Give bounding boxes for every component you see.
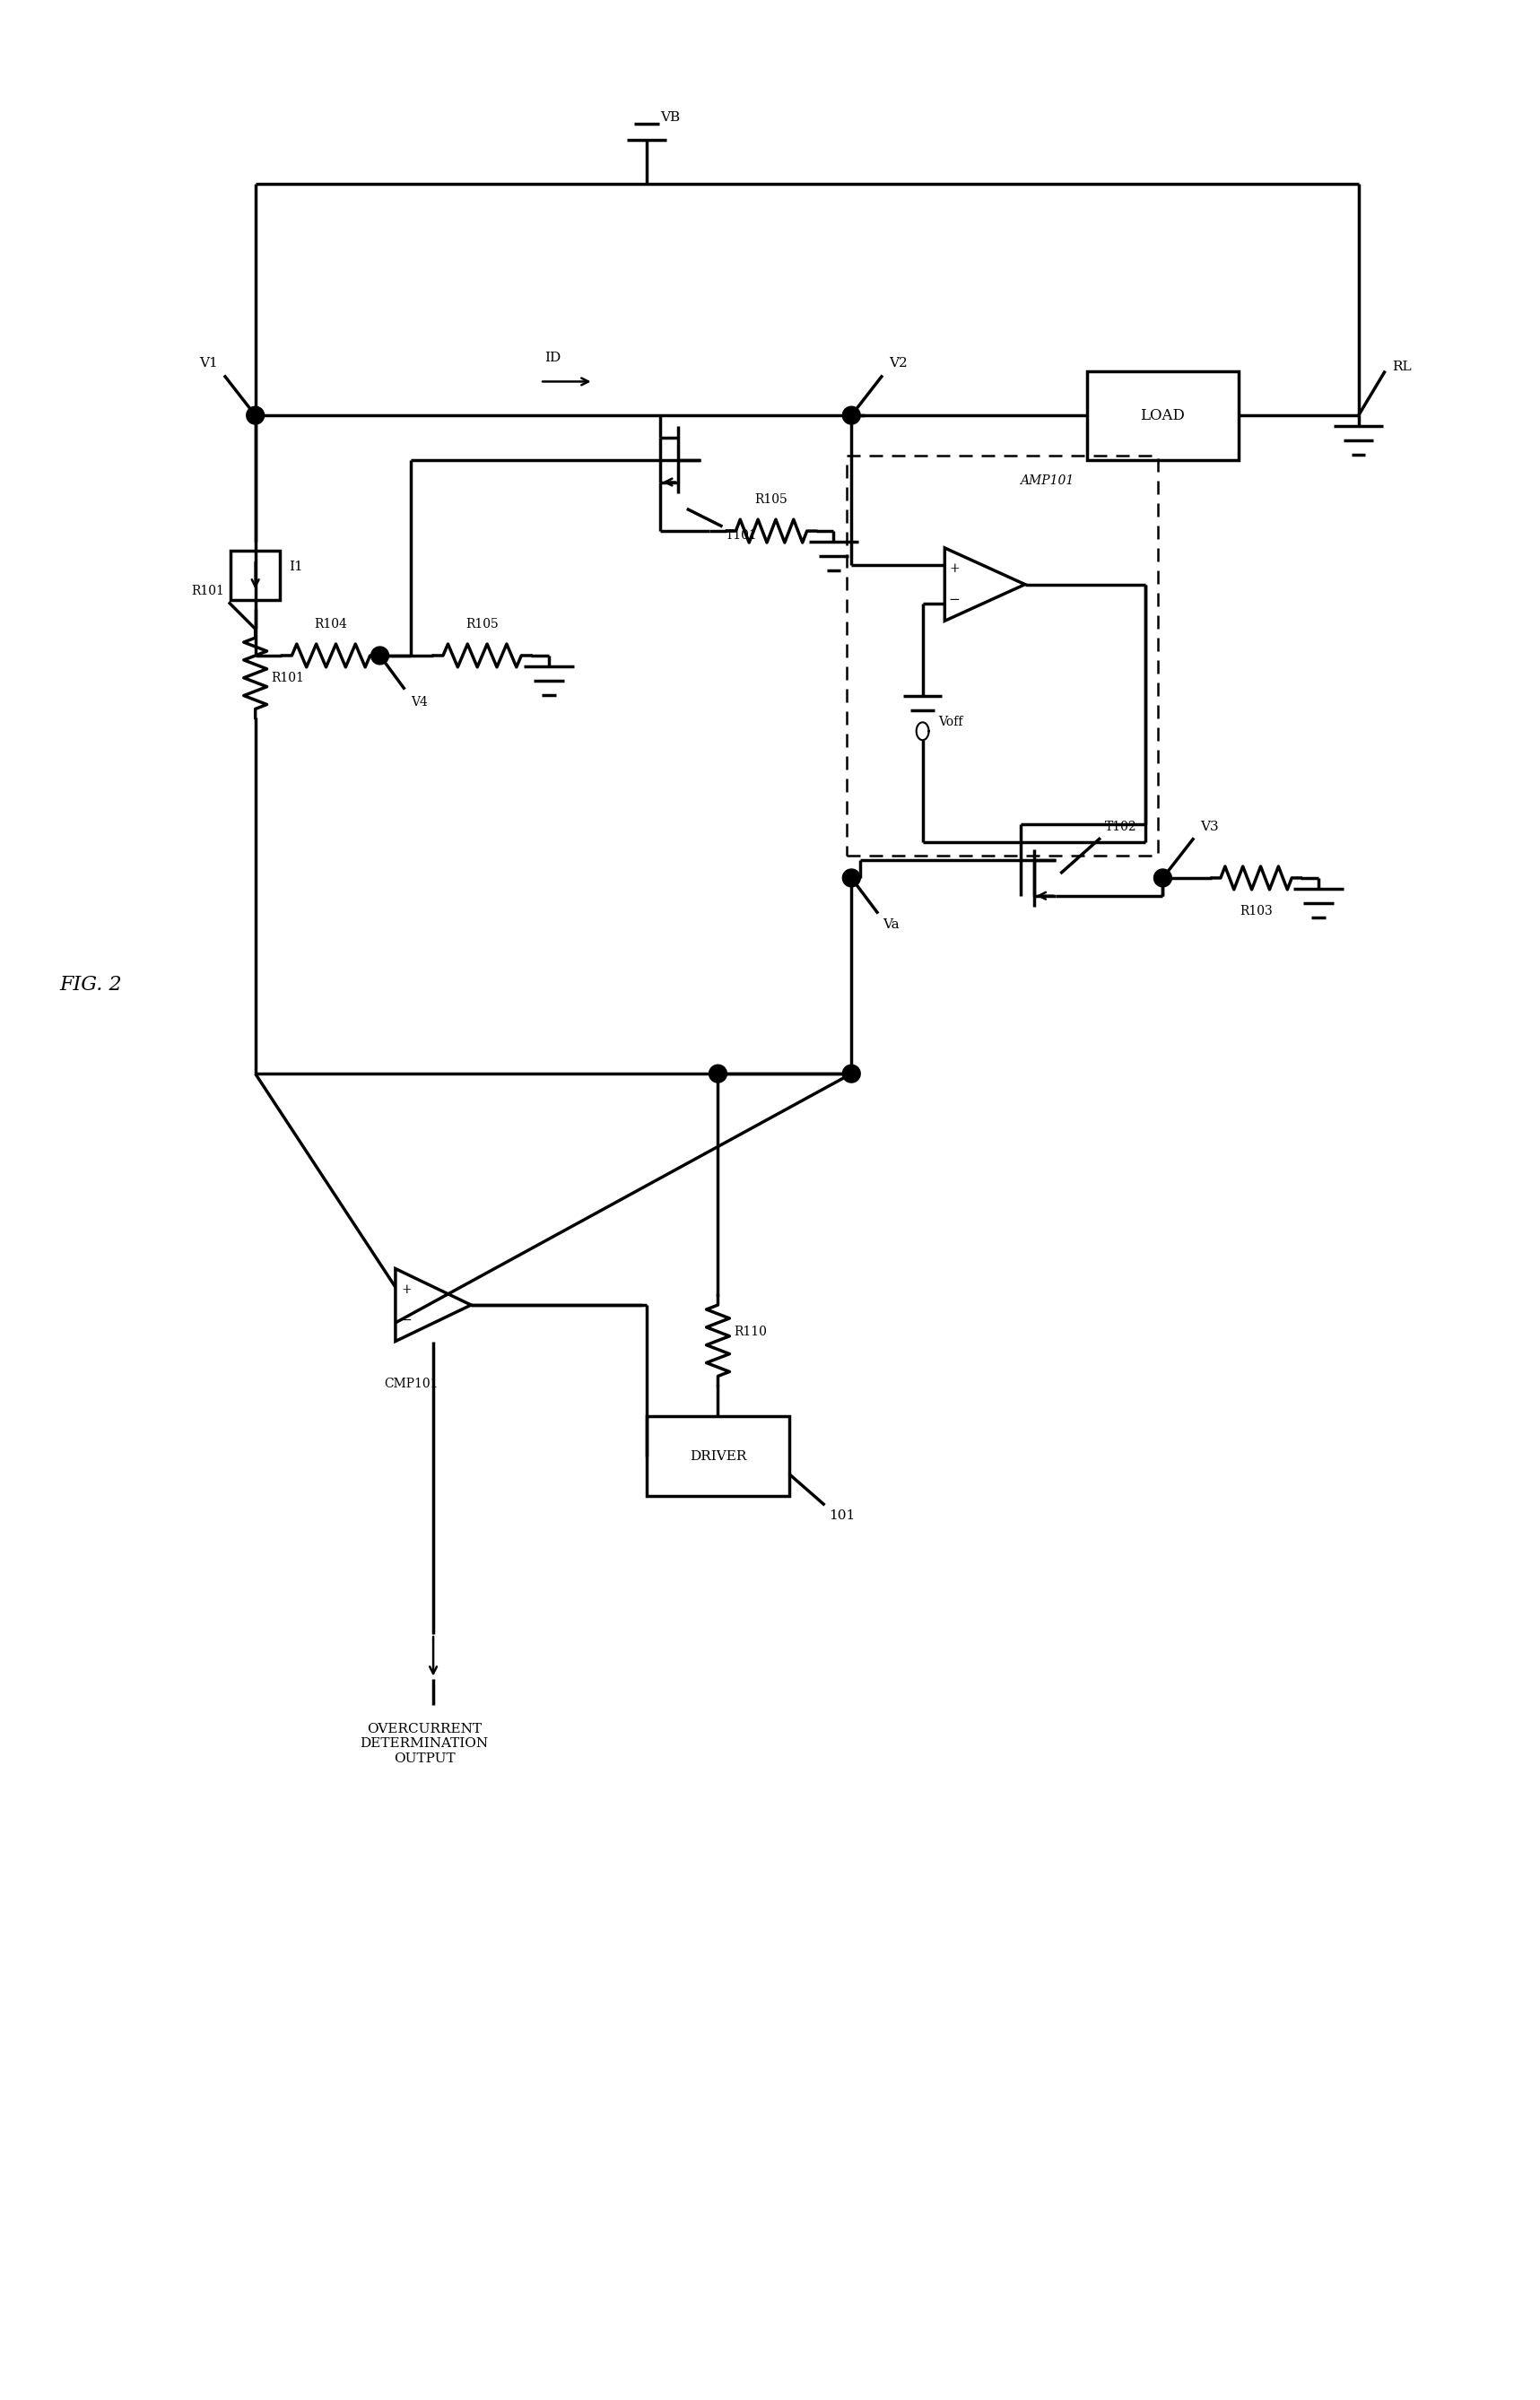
Text: R104: R104 [314, 619, 348, 631]
Bar [231, 550, 280, 600]
Text: −: − [949, 595, 959, 607]
Bar [847, 456, 1158, 857]
Text: T102: T102 [1106, 821, 1137, 833]
Text: Va: Va [882, 917, 899, 931]
Text: I1: I1 [290, 559, 303, 574]
Text: DRIVER: DRIVER [690, 1450, 747, 1462]
Text: R101: R101 [191, 586, 225, 598]
Text: OVERCURRENT
DETERMINATION
OUTPUT: OVERCURRENT DETERMINATION OUTPUT [360, 1723, 488, 1764]
Circle shape [371, 646, 388, 665]
Text: AMP101: AMP101 [1019, 475, 1073, 487]
Circle shape [1153, 869, 1172, 888]
Text: V1: V1 [199, 358, 219, 370]
Bar [647, 1416, 788, 1495]
Text: +: + [949, 562, 959, 574]
Text: R101: R101 [271, 672, 305, 684]
Text: V2: V2 [889, 358, 907, 370]
Text: RL: RL [1392, 360, 1412, 372]
Text: R103: R103 [1240, 905, 1272, 917]
Circle shape [246, 406, 265, 425]
Bar [1087, 372, 1238, 461]
Text: ID: ID [545, 350, 561, 365]
Text: FIG. 2: FIG. 2 [60, 974, 122, 994]
Circle shape [842, 406, 861, 425]
Text: 101: 101 [829, 1510, 855, 1522]
Text: T101: T101 [725, 530, 758, 542]
Circle shape [708, 1066, 727, 1082]
Text: V4: V4 [411, 696, 428, 708]
Text: +: + [402, 1284, 413, 1296]
Text: CMP101: CMP101 [385, 1378, 439, 1390]
Text: V3: V3 [1200, 821, 1218, 833]
Text: −: − [402, 1313, 413, 1327]
Text: R110: R110 [735, 1325, 767, 1337]
Text: Voff: Voff [938, 715, 962, 730]
Circle shape [842, 1066, 861, 1082]
Circle shape [842, 869, 861, 888]
Text: R105: R105 [755, 494, 788, 506]
Text: VB: VB [661, 110, 681, 125]
Text: R105: R105 [465, 619, 499, 631]
Text: LOAD: LOAD [1141, 408, 1186, 422]
